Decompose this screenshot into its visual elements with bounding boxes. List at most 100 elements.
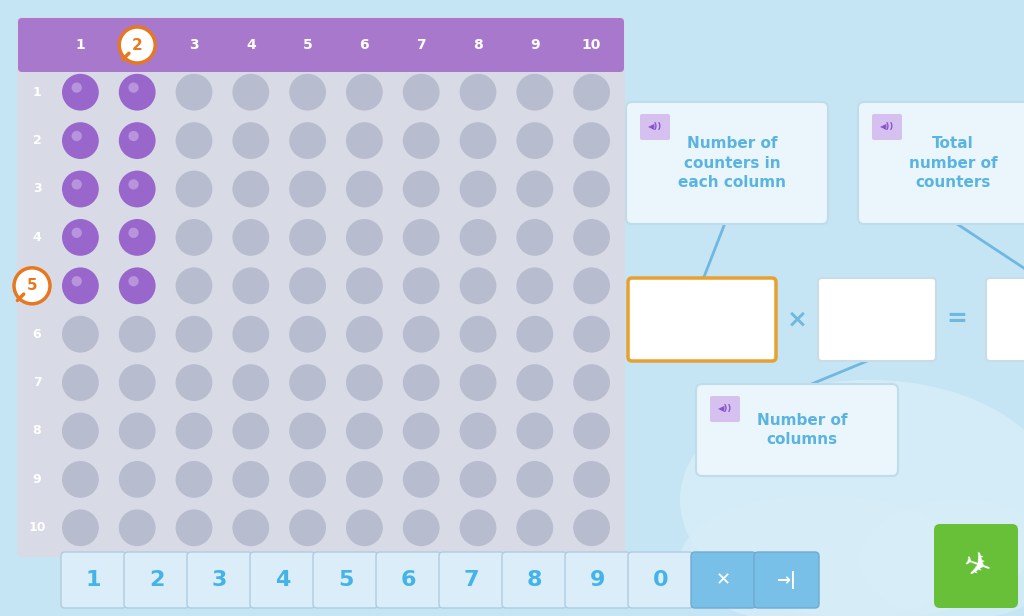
Text: ×: × — [786, 307, 808, 331]
Circle shape — [289, 364, 326, 401]
Circle shape — [128, 228, 138, 238]
Circle shape — [573, 509, 610, 546]
Text: 0: 0 — [652, 570, 669, 590]
Circle shape — [460, 171, 497, 208]
Circle shape — [119, 27, 156, 63]
Circle shape — [460, 364, 497, 401]
Circle shape — [289, 413, 326, 450]
Text: 8: 8 — [473, 38, 483, 52]
Text: 6: 6 — [359, 38, 370, 52]
Circle shape — [516, 219, 553, 256]
Text: 6: 6 — [33, 328, 41, 341]
Text: 2: 2 — [33, 134, 41, 147]
Text: 2: 2 — [148, 570, 164, 590]
Circle shape — [62, 74, 98, 111]
Circle shape — [460, 267, 497, 304]
Text: 2: 2 — [132, 38, 142, 52]
Circle shape — [232, 219, 269, 256]
Circle shape — [516, 461, 553, 498]
FancyBboxPatch shape — [640, 114, 670, 140]
Circle shape — [232, 74, 269, 111]
Text: 5: 5 — [33, 279, 41, 293]
Circle shape — [460, 316, 497, 352]
Circle shape — [346, 413, 383, 450]
Circle shape — [573, 122, 610, 159]
Text: Total
number of
counters: Total number of counters — [908, 136, 997, 190]
Circle shape — [402, 461, 439, 498]
Circle shape — [289, 171, 326, 208]
Text: Number of
columns: Number of columns — [757, 413, 847, 447]
Circle shape — [72, 179, 82, 190]
Ellipse shape — [680, 495, 961, 616]
Ellipse shape — [680, 380, 1024, 616]
Text: 6: 6 — [400, 570, 416, 590]
FancyBboxPatch shape — [187, 552, 252, 608]
Circle shape — [175, 267, 212, 304]
Text: →|: →| — [776, 571, 797, 589]
Text: Number of
counters in
each column: Number of counters in each column — [678, 136, 786, 190]
Circle shape — [460, 122, 497, 159]
Circle shape — [175, 509, 212, 546]
FancyBboxPatch shape — [502, 552, 567, 608]
Text: 5: 5 — [338, 570, 353, 590]
Circle shape — [62, 122, 98, 159]
Circle shape — [62, 267, 98, 304]
Circle shape — [175, 74, 212, 111]
Text: 2: 2 — [132, 38, 142, 52]
Circle shape — [232, 316, 269, 352]
Text: 3: 3 — [189, 38, 199, 52]
Circle shape — [346, 219, 383, 256]
Circle shape — [346, 267, 383, 304]
FancyBboxPatch shape — [628, 552, 693, 608]
Text: ◀)): ◀)) — [718, 405, 732, 413]
FancyBboxPatch shape — [17, 17, 625, 557]
Circle shape — [232, 122, 269, 159]
FancyBboxPatch shape — [628, 278, 776, 361]
Circle shape — [128, 83, 138, 93]
Circle shape — [62, 509, 98, 546]
Circle shape — [128, 179, 138, 190]
Circle shape — [346, 122, 383, 159]
Text: 10: 10 — [29, 521, 46, 534]
Circle shape — [573, 364, 610, 401]
Circle shape — [289, 74, 326, 111]
Circle shape — [402, 364, 439, 401]
FancyBboxPatch shape — [986, 278, 1024, 361]
Circle shape — [402, 74, 439, 111]
FancyBboxPatch shape — [818, 278, 936, 361]
Circle shape — [346, 171, 383, 208]
Circle shape — [346, 364, 383, 401]
Text: 3: 3 — [212, 570, 227, 590]
FancyBboxPatch shape — [439, 552, 504, 608]
Text: 9: 9 — [33, 473, 41, 486]
Circle shape — [62, 364, 98, 401]
FancyBboxPatch shape — [626, 102, 828, 224]
Circle shape — [289, 219, 326, 256]
FancyBboxPatch shape — [858, 102, 1024, 224]
Circle shape — [72, 276, 82, 286]
Circle shape — [573, 171, 610, 208]
Circle shape — [175, 413, 212, 450]
Text: 1: 1 — [33, 86, 41, 99]
Circle shape — [402, 122, 439, 159]
Circle shape — [119, 219, 156, 256]
Circle shape — [62, 171, 98, 208]
FancyBboxPatch shape — [872, 114, 902, 140]
Circle shape — [232, 413, 269, 450]
FancyBboxPatch shape — [710, 396, 740, 422]
Circle shape — [232, 461, 269, 498]
Circle shape — [232, 364, 269, 401]
Circle shape — [62, 413, 98, 450]
Text: 9: 9 — [590, 570, 605, 590]
Text: 3: 3 — [33, 182, 41, 195]
Circle shape — [346, 461, 383, 498]
Circle shape — [516, 171, 553, 208]
Circle shape — [289, 509, 326, 546]
FancyBboxPatch shape — [565, 552, 630, 608]
Text: 8: 8 — [526, 570, 543, 590]
Circle shape — [175, 122, 212, 159]
Circle shape — [119, 509, 156, 546]
Circle shape — [175, 316, 212, 352]
FancyBboxPatch shape — [18, 18, 624, 72]
Circle shape — [14, 268, 50, 304]
